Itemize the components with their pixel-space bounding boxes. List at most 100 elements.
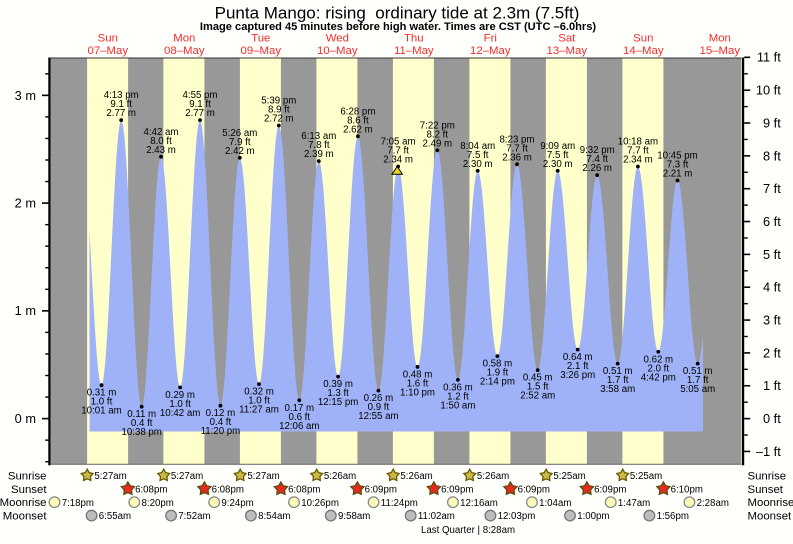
svg-text:2:52 am: 2:52 am [520, 391, 555, 402]
svg-text:2.43 m: 2.43 m [146, 145, 176, 156]
svg-text:2.72 m: 2.72 m [264, 114, 294, 125]
svg-text:2.30 m: 2.30 m [543, 159, 573, 170]
svg-text:10:26pm: 10:26pm [301, 498, 339, 509]
svg-text:6:08pm: 6:08pm [135, 484, 167, 495]
svg-text:2.30 m: 2.30 m [463, 159, 493, 170]
svg-text:Sunrise: Sunrise [748, 470, 787, 482]
svg-text:2.49 m: 2.49 m [422, 138, 452, 149]
svg-text:10 ft: 10 ft [756, 83, 781, 98]
svg-text:2.21 m: 2.21 m [663, 169, 693, 180]
svg-text:Sunset: Sunset [11, 484, 47, 496]
svg-text:10:42 am: 10:42 am [160, 408, 200, 419]
svg-text:6:08pm: 6:08pm [288, 484, 320, 495]
svg-text:Image captured 45 minutes befo: Image captured 45 minutes before high wa… [200, 21, 597, 33]
svg-text:7 ft: 7 ft [763, 181, 781, 196]
svg-text:3:58 am: 3:58 am [600, 384, 635, 395]
svg-text:10:01 am: 10:01 am [81, 406, 121, 417]
svg-text:2 ft: 2 ft [763, 345, 781, 360]
svg-text:–1 ft: –1 ft [756, 444, 781, 459]
svg-text:Sun: Sun [98, 33, 118, 45]
svg-text:Last Quarter | 8:28am: Last Quarter | 8:28am [421, 525, 515, 536]
svg-text:Moonset: Moonset [748, 511, 793, 523]
svg-text:11 ft: 11 ft [757, 50, 781, 65]
svg-text:5:26am: 5:26am [400, 471, 432, 482]
svg-text:2.77 m: 2.77 m [185, 108, 215, 119]
svg-text:1:04am: 1:04am [539, 498, 571, 509]
svg-text:Moonrise: Moonrise [748, 497, 793, 509]
svg-text:1:00pm: 1:00pm [577, 511, 609, 522]
svg-text:6:09pm: 6:09pm [518, 484, 550, 495]
svg-text:07–May: 07–May [88, 45, 129, 57]
svg-text:4:42 pm: 4:42 pm [641, 372, 676, 383]
svg-text:11:24pm: 11:24pm [381, 498, 418, 509]
svg-text:1 m: 1 m [15, 303, 36, 318]
svg-text:Fri: Fri [484, 33, 497, 45]
svg-text:Moonrise: Moonrise [0, 497, 47, 509]
svg-text:5:26am: 5:26am [324, 471, 356, 482]
svg-text:13–May: 13–May [547, 45, 588, 57]
svg-text:Punta Mango: rising ordinary: Punta Mango: rising ordinary tide at 2.3… [215, 4, 580, 23]
svg-text:0 ft: 0 ft [763, 411, 781, 426]
svg-text:Thu: Thu [404, 33, 424, 45]
svg-text:Sunset: Sunset [748, 484, 784, 496]
svg-text:12:03pm: 12:03pm [498, 511, 536, 522]
svg-text:12:55 am: 12:55 am [358, 411, 398, 422]
svg-text:15–May: 15–May [700, 45, 741, 57]
svg-text:1:47am: 1:47am [618, 498, 650, 509]
svg-text:11:02am: 11:02am [418, 511, 455, 522]
svg-text:7:52am: 7:52am [178, 511, 210, 522]
svg-text:9 ft: 9 ft [763, 115, 781, 130]
svg-text:2.62 m: 2.62 m [343, 124, 373, 135]
svg-text:5 ft: 5 ft [763, 247, 781, 262]
svg-text:1:50 am: 1:50 am [440, 400, 475, 411]
svg-text:Sat: Sat [558, 33, 576, 45]
svg-text:5:25am: 5:25am [630, 471, 662, 482]
svg-text:2.34 m: 2.34 m [623, 155, 653, 166]
svg-text:7:18pm: 7:18pm [62, 498, 94, 509]
svg-text:6 ft: 6 ft [763, 214, 781, 229]
svg-text:1:56pm: 1:56pm [657, 511, 689, 522]
svg-text:0 m: 0 m [15, 411, 36, 426]
svg-text:2.34 m: 2.34 m [383, 155, 413, 166]
svg-text:09–May: 09–May [241, 45, 282, 57]
svg-text:9:58am: 9:58am [338, 511, 370, 522]
svg-text:9:24pm: 9:24pm [221, 498, 253, 509]
svg-text:6:09pm: 6:09pm [441, 484, 473, 495]
svg-text:5:27am: 5:27am [171, 471, 203, 482]
svg-text:10–May: 10–May [317, 45, 358, 57]
svg-text:Wed: Wed [326, 33, 349, 45]
svg-text:5:26am: 5:26am [477, 471, 509, 482]
svg-text:2:14 pm: 2:14 pm [480, 377, 515, 388]
svg-text:5:27am: 5:27am [94, 471, 126, 482]
svg-text:3 ft: 3 ft [763, 313, 781, 328]
svg-text:11:20 pm: 11:20 pm [201, 426, 241, 437]
svg-text:6:08pm: 6:08pm [212, 484, 244, 495]
svg-text:4 ft: 4 ft [763, 280, 781, 295]
svg-text:12:06 am: 12:06 am [279, 421, 319, 432]
svg-text:1:10 pm: 1:10 pm [400, 387, 435, 398]
svg-text:6:09pm: 6:09pm [594, 484, 626, 495]
svg-text:2.77 m: 2.77 m [106, 108, 136, 119]
svg-text:1 ft: 1 ft [763, 378, 781, 393]
svg-text:11–May: 11–May [394, 45, 434, 57]
svg-text:3 m: 3 m [15, 88, 36, 103]
svg-text:5:27am: 5:27am [247, 471, 279, 482]
svg-text:8 ft: 8 ft [763, 148, 781, 163]
svg-text:11:27 am: 11:27 am [239, 405, 279, 416]
svg-text:6:09pm: 6:09pm [365, 484, 397, 495]
svg-text:10:38 pm: 10:38 pm [121, 427, 161, 438]
svg-text:2.36 m: 2.36 m [502, 152, 532, 163]
svg-text:2.39 m: 2.39 m [304, 149, 334, 160]
svg-text:5:25am: 5:25am [553, 471, 585, 482]
svg-text:Sun: Sun [633, 33, 653, 45]
svg-text:08–May: 08–May [164, 45, 205, 57]
svg-text:Mon: Mon [173, 33, 195, 45]
svg-text:2.42 m: 2.42 m [225, 146, 255, 157]
svg-text:12:16am: 12:16am [460, 498, 498, 509]
svg-text:8:54am: 8:54am [258, 511, 290, 522]
svg-text:Mon: Mon [709, 33, 731, 45]
svg-text:Sunrise: Sunrise [8, 470, 47, 482]
svg-text:6:55am: 6:55am [99, 511, 131, 522]
svg-text:2:28am: 2:28am [697, 498, 729, 509]
svg-text:14–May: 14–May [623, 45, 664, 57]
